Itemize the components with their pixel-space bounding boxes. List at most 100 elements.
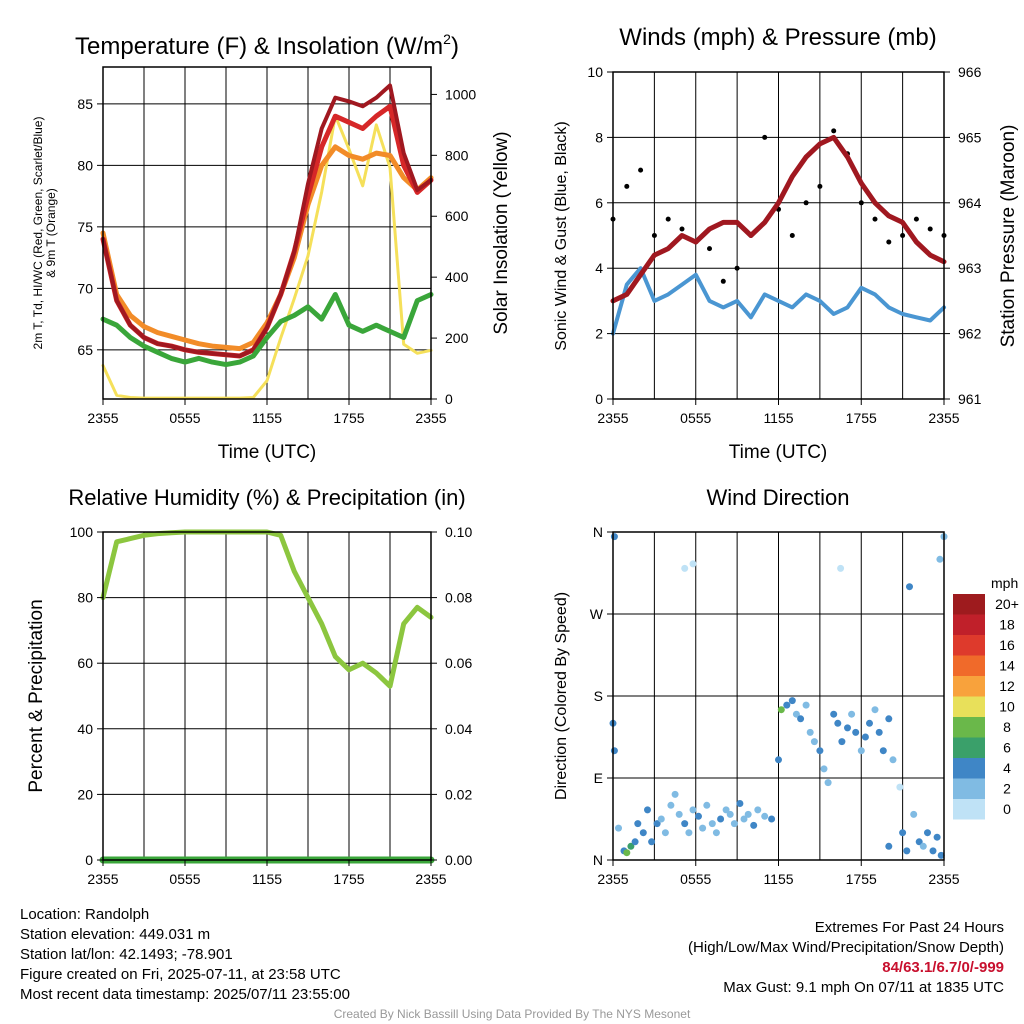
wind-ticks: 2355 0555 1155 1755 2355 0 2 4 6 8 10 961 962 963 964 9… [587,64,981,426]
legend-swatch [953,758,985,779]
direction-point [777,706,785,714]
direction-point [610,533,618,541]
gust-point [762,134,768,140]
y-tick-label: 2 [595,326,603,342]
y-tick-label: N [593,852,603,868]
humidity-y-axis-label: Percent & Precipitation [26,599,47,792]
temperature-ticks: 2355 0555 1155 1755 2355 65 70 75 80 85 0 200 400 600… [77,86,476,426]
x-tick-label: 2355 [415,410,446,426]
y2-tick-label: 1000 [445,86,476,102]
direction-point [834,719,842,727]
humidity-ticks: 2355 0555 1155 1755 2355 0 20 40 60 80 100 0.00 0.02… [70,524,473,887]
direction-point [712,829,720,837]
station-info: Location: Randolph Station elevation: 44… [20,905,350,1005]
direction-point [675,810,683,818]
direction-point [924,829,931,837]
temperature-y-axis-label: 2m T, Td, HI/WC (Red, Green, Scarlet/Blu… [31,117,58,350]
solar-line [101,114,433,400]
legend-label: 12 [999,678,1015,694]
legend-swatch [953,655,985,676]
gust-point [679,226,685,232]
direction-point [936,555,944,563]
y-tick-label: 80 [77,157,93,173]
direction-point [657,815,665,823]
y2-tick-label: 400 [445,269,469,285]
legend-swatch [953,676,985,697]
y-tick-label: 6 [595,195,603,211]
direction-point [750,821,758,829]
y-tick-label: 80 [77,590,93,606]
x-tick-label: 2355 [87,410,118,426]
y2-tick-label: 0.06 [445,655,472,671]
legend-label: 10 [999,699,1015,715]
direction-point [667,801,675,809]
direction-points [609,533,948,859]
x-tick-label: 0555 [680,410,711,426]
y2-tick-label: 966 [958,64,982,80]
direction-point [648,838,656,846]
direction-point [820,765,828,773]
station-location: Location: Randolph [20,906,150,923]
station-elevation: Station elevation: 449.031 m [20,926,211,943]
direction-point [919,842,927,850]
direction-point [875,728,883,736]
x-tick-label: 1755 [846,410,877,426]
legend-swatch [953,778,985,799]
y-tick-label: 40 [77,721,93,737]
y2-tick-label: 961 [958,391,982,407]
y2-tick-label: 0 [445,391,453,407]
x-tick-label: 1755 [333,410,364,426]
x-tick-label: 1155 [252,410,282,426]
wind-pressure-panel: Winds (mph) & Pressure (mb) 2355 0555 1155… [553,24,1019,463]
x-tick-label: 2355 [597,410,628,426]
gust-point [789,233,795,238]
y-tick-label: W [590,606,604,622]
max-gust: Max Gust: 9.1 mph On 07/11 at 1835 UTC [723,979,1004,996]
gust-point [638,167,644,173]
direction-point [899,829,907,837]
y2-tick-label: 0.04 [445,721,472,737]
direction-point [644,806,651,814]
direction-point [708,820,716,828]
direction-point [634,820,642,828]
y-tick-label: 65 [77,342,93,358]
direction-point [661,829,669,837]
x-tick-label: 0555 [169,871,200,887]
gust-point [803,200,809,206]
temperature-series [100,83,434,400]
y-tick-label: 4 [595,260,603,276]
direction-point [681,564,689,572]
legend-swatch [953,799,985,820]
y-tick-label: 70 [77,280,93,296]
direction-point [879,747,887,755]
y-tick-label: 20 [77,786,93,802]
direction-point [761,812,769,820]
extremes-subheading: (High/Low/Max Wind/Precipitation/Snow De… [688,939,1004,956]
x-tick-label: 2355 [87,871,118,887]
recent-timestamp: Most recent data timestamp: 2025/07/11 2… [20,986,350,1003]
direction-point [671,790,679,798]
extremes-values: 84/63.1/6.7/0/-999 [882,959,1004,976]
wind-direction-panel: Wind Direction 2355 0555 1155 1755 2355 N E S W N… [553,485,1019,887]
direction-point [623,849,631,857]
y2-tick-label: 0.00 [445,852,472,868]
direction-point [896,783,904,791]
direction-point [744,810,752,818]
y2-tick-label: 962 [958,326,982,342]
y-tick-label: E [594,770,603,786]
y-tick-label: 75 [77,219,93,235]
legend-label: 14 [999,658,1015,674]
legend-label: 6 [1003,740,1011,756]
x-tick-label: 2355 [415,871,446,887]
gust-point [665,216,671,222]
humidity-grid [103,532,431,860]
gust-point [651,233,657,238]
credit-line: Created By Nick Bassill Using Data Provi… [333,1007,691,1021]
direction-point [788,697,796,705]
direction-point [775,756,782,764]
y-tick-label: 0 [595,391,603,407]
direction-point [933,833,941,841]
y-tick-label: N [593,524,603,540]
direction-point [695,812,702,820]
direction-point [838,738,846,746]
